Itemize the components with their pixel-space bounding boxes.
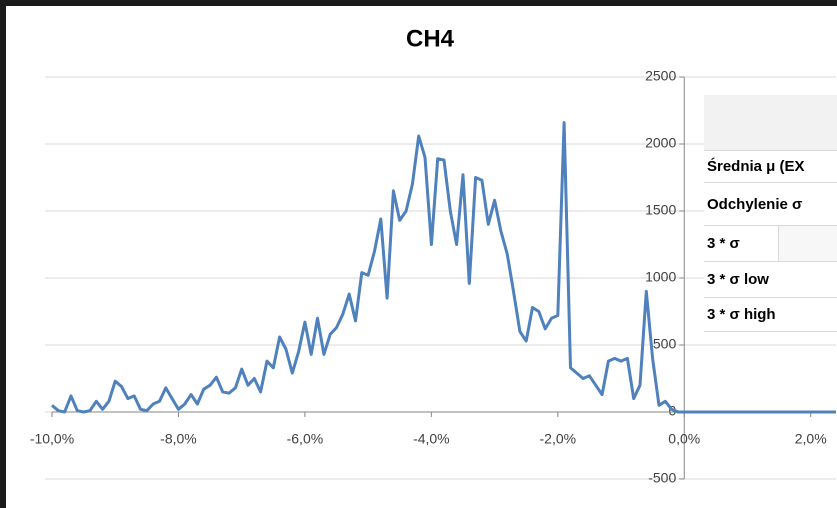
x-tick-label: -4,0% bbox=[413, 431, 450, 447]
table-row: Odchylenie σ bbox=[704, 183, 837, 226]
table-header bbox=[704, 95, 837, 151]
table-row: 3 * σ high bbox=[704, 298, 837, 332]
row-label: 3 * σ bbox=[707, 235, 740, 252]
stats-table: Średnia μ (EX Odchylenie σ 3 * σ 3 * σ low 3… bbox=[704, 95, 837, 332]
x-tick-label: -6,0% bbox=[287, 431, 324, 447]
x-tick-label: 0,0% bbox=[668, 431, 700, 447]
chart-title: CH4 bbox=[406, 25, 455, 52]
row-label: 3 * σ low bbox=[707, 271, 769, 288]
x-tick-label: -2,0% bbox=[540, 431, 577, 447]
x-tick-label: -10,0% bbox=[30, 431, 74, 447]
y-tick-label: -500 bbox=[648, 470, 676, 486]
table-row: 3 * σ bbox=[704, 226, 837, 262]
y-tick-label: 500 bbox=[653, 336, 677, 352]
table-row: 3 * σ low bbox=[704, 262, 837, 298]
y-tick-label: 2000 bbox=[645, 135, 676, 151]
data-line bbox=[51, 121, 836, 414]
chart-area bbox=[6, 6, 837, 508]
table-row: Średnia μ (EX bbox=[704, 150, 837, 183]
x-tick-label: 2,0% bbox=[795, 431, 827, 447]
y-tick-label: 1500 bbox=[645, 202, 676, 218]
row-label: Odchylenie σ bbox=[707, 195, 803, 213]
row-label: 3 * σ high bbox=[707, 306, 776, 323]
y-tick-label: 1000 bbox=[645, 269, 676, 285]
table-cell bbox=[778, 226, 837, 261]
row-label: Średnia μ (EX bbox=[707, 157, 805, 175]
y-tick-label: 2500 bbox=[645, 68, 676, 84]
x-tick-label: -8,0% bbox=[160, 431, 197, 447]
